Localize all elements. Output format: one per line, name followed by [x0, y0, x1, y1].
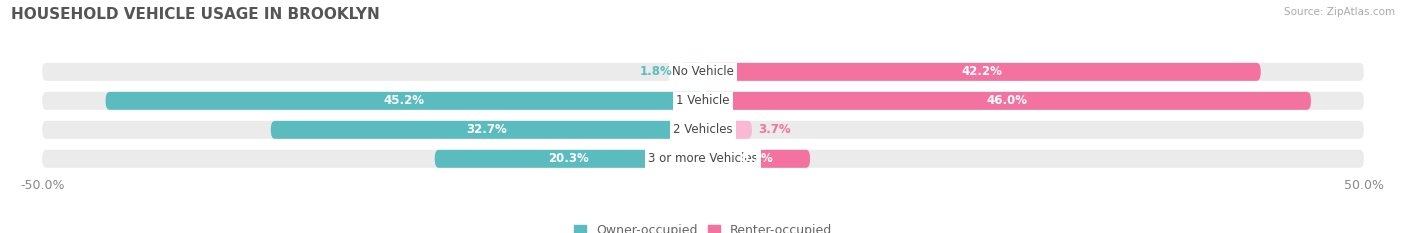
Text: No Vehicle: No Vehicle [672, 65, 734, 78]
FancyBboxPatch shape [105, 92, 703, 110]
FancyBboxPatch shape [703, 92, 1310, 110]
FancyBboxPatch shape [703, 121, 752, 139]
FancyBboxPatch shape [434, 150, 703, 168]
FancyBboxPatch shape [42, 92, 1364, 110]
Text: 46.0%: 46.0% [987, 94, 1028, 107]
FancyBboxPatch shape [679, 63, 703, 81]
Text: 32.7%: 32.7% [467, 123, 508, 136]
Text: 20.3%: 20.3% [548, 152, 589, 165]
Text: 8.1%: 8.1% [740, 152, 773, 165]
Text: 3 or more Vehicles: 3 or more Vehicles [648, 152, 758, 165]
FancyBboxPatch shape [42, 121, 1364, 139]
Text: Source: ZipAtlas.com: Source: ZipAtlas.com [1284, 7, 1395, 17]
Text: 45.2%: 45.2% [384, 94, 425, 107]
FancyBboxPatch shape [42, 63, 1364, 81]
Text: 42.2%: 42.2% [962, 65, 1002, 78]
Text: 1 Vehicle: 1 Vehicle [676, 94, 730, 107]
Text: 2 Vehicles: 2 Vehicles [673, 123, 733, 136]
Text: 1.8%: 1.8% [640, 65, 672, 78]
Legend: Owner-occupied, Renter-occupied: Owner-occupied, Renter-occupied [574, 224, 832, 233]
FancyBboxPatch shape [703, 150, 810, 168]
Text: HOUSEHOLD VEHICLE USAGE IN BROOKLYN: HOUSEHOLD VEHICLE USAGE IN BROOKLYN [11, 7, 380, 22]
Text: 3.7%: 3.7% [758, 123, 792, 136]
FancyBboxPatch shape [271, 121, 703, 139]
FancyBboxPatch shape [42, 150, 1364, 168]
FancyBboxPatch shape [703, 63, 1261, 81]
